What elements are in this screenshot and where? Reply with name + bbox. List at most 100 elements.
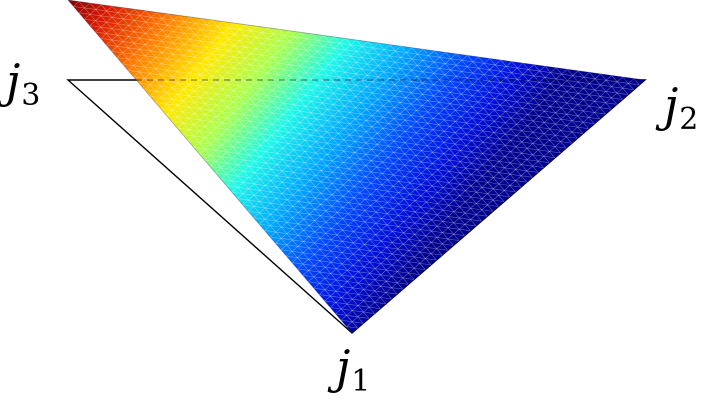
mesh-line bbox=[456, 53, 550, 163]
mesh-line bbox=[242, 204, 465, 236]
mesh-line bbox=[101, 4, 370, 319]
mesh-line bbox=[286, 255, 420, 275]
mesh-line bbox=[297, 64, 535, 270]
mesh-line bbox=[489, 58, 567, 149]
mesh-line bbox=[308, 281, 398, 295]
mesh-line bbox=[231, 45, 402, 193]
mesh-line bbox=[171, 29, 280, 122]
mesh-line bbox=[116, 13, 169, 58]
mesh-line bbox=[177, 30, 291, 129]
mesh-line bbox=[248, 50, 435, 212]
mesh-line bbox=[212, 19, 426, 270]
mesh-line bbox=[178, 15, 409, 285]
mesh-line bbox=[166, 27, 268, 116]
mesh-line bbox=[167, 13, 403, 290]
mesh-line bbox=[378, 42, 510, 197]
mesh-line bbox=[389, 44, 516, 193]
mesh-line bbox=[198, 36, 335, 154]
mesh-line bbox=[209, 39, 357, 167]
mesh-line bbox=[356, 39, 499, 207]
mesh-line bbox=[204, 38, 346, 161]
mesh-line bbox=[622, 76, 634, 90]
mesh-line bbox=[138, 82, 572, 144]
mesh-line bbox=[189, 16, 415, 280]
vertex-label-j1: j1 bbox=[336, 340, 371, 399]
mesh-line bbox=[111, 50, 600, 120]
vertex-label-j2: j2 bbox=[664, 78, 699, 137]
vertex-label-j3: j3 bbox=[6, 54, 41, 113]
mesh-line bbox=[237, 198, 471, 232]
mesh-line bbox=[533, 64, 589, 129]
mesh-line bbox=[334, 36, 488, 217]
mesh-line bbox=[187, 33, 313, 142]
mesh-line bbox=[291, 62, 524, 263]
mesh-line bbox=[544, 65, 595, 124]
mesh-line bbox=[589, 72, 618, 105]
mesh-line bbox=[245, 24, 443, 256]
mesh-line bbox=[256, 25, 449, 251]
mesh-line bbox=[128, 70, 584, 134]
mesh-line bbox=[149, 22, 235, 97]
mesh-line bbox=[578, 70, 612, 110]
mesh-line bbox=[144, 89, 567, 149]
mesh-line bbox=[346, 78, 635, 327]
mesh-line bbox=[322, 35, 482, 222]
mesh-line bbox=[78, 12, 634, 91]
mesh-line bbox=[106, 44, 606, 115]
mesh-line bbox=[220, 179, 488, 217]
mesh-line bbox=[160, 108, 550, 164]
colored-surface bbox=[68, 0, 645, 333]
mesh-line bbox=[95, 31, 617, 105]
mesh-line bbox=[133, 76, 578, 139]
mesh-line bbox=[269, 56, 479, 238]
mesh-line bbox=[264, 230, 443, 256]
mesh-line bbox=[259, 223, 448, 251]
mesh-line bbox=[500, 59, 572, 144]
mesh-line bbox=[215, 41, 368, 174]
surface-edge bbox=[67, 0, 646, 334]
mesh-line bbox=[258, 53, 457, 225]
mesh-line bbox=[522, 62, 584, 134]
mesh-line bbox=[193, 146, 516, 193]
mesh-line bbox=[611, 75, 629, 95]
mesh-line bbox=[160, 25, 257, 110]
mesh-line bbox=[215, 172, 493, 212]
mesh-line bbox=[220, 42, 379, 180]
mesh-line bbox=[111, 12, 157, 52]
mesh-line bbox=[138, 19, 213, 84]
mesh-line bbox=[106, 10, 146, 46]
mesh-line bbox=[422, 49, 533, 178]
mesh-line bbox=[340, 76, 624, 321]
mesh-line bbox=[242, 49, 424, 206]
mesh-line bbox=[345, 38, 494, 212]
mesh-line bbox=[275, 58, 490, 244]
mesh-line bbox=[308, 67, 557, 282]
mesh-line bbox=[253, 217, 454, 246]
mesh-line bbox=[234, 22, 437, 261]
mesh-line bbox=[280, 59, 501, 250]
mesh-line bbox=[324, 72, 590, 302]
mesh-line bbox=[367, 41, 505, 202]
mesh-line bbox=[78, 2, 91, 14]
mesh-line bbox=[231, 191, 477, 227]
mesh-line bbox=[248, 211, 460, 241]
mesh-line bbox=[556, 67, 601, 120]
mesh-line bbox=[200, 18, 420, 275]
mesh-line bbox=[600, 73, 623, 100]
mesh-line bbox=[166, 114, 544, 168]
mesh-line bbox=[330, 307, 375, 314]
mesh-line bbox=[112, 5, 375, 314]
mesh-line bbox=[209, 166, 499, 207]
mesh-line bbox=[226, 185, 482, 222]
mesh-line bbox=[226, 44, 390, 186]
mesh-line bbox=[133, 18, 202, 78]
mesh-line bbox=[478, 56, 561, 154]
mesh-line bbox=[286, 61, 513, 257]
mesh-line bbox=[275, 243, 431, 266]
mesh-line bbox=[95, 7, 124, 33]
mesh-line bbox=[123, 7, 381, 309]
mesh-line bbox=[73, 1, 80, 7]
mesh-line bbox=[78, 1, 358, 329]
mesh-line bbox=[302, 65, 546, 276]
